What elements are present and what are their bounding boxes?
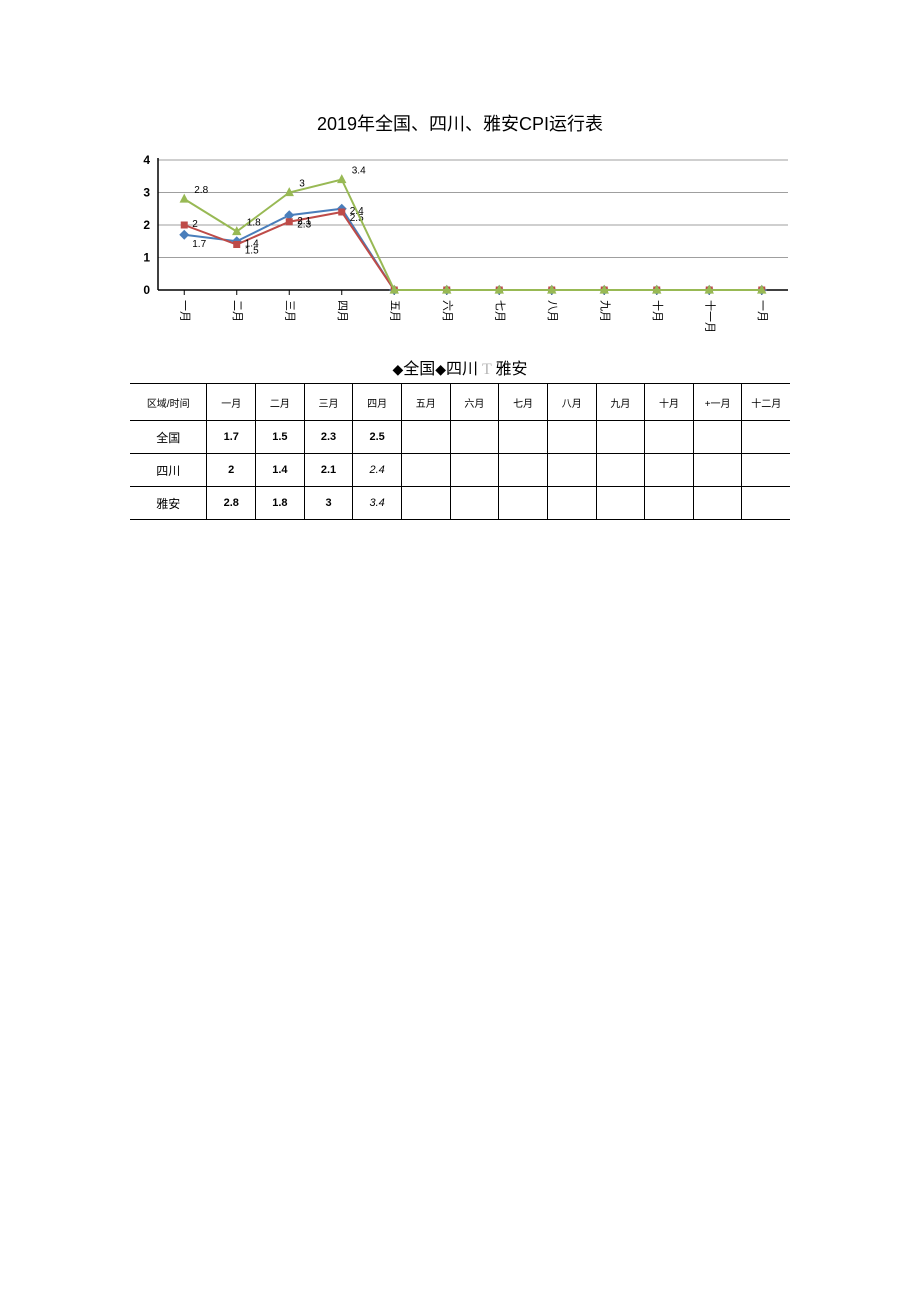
table-cell <box>596 421 645 454</box>
svg-text:1: 1 <box>143 251 150 265</box>
legend-label-1: 全国 <box>403 361 435 378</box>
table-cell <box>742 421 790 454</box>
table-cell <box>645 487 694 520</box>
svg-text:2.1: 2.1 <box>297 216 311 227</box>
svg-text:十月: 十月 <box>651 300 665 322</box>
table-col-header: 八月 <box>547 384 596 421</box>
table-col-header: 十二月 <box>742 384 790 421</box>
cpi-data-table: 区域/时间一月二月三月四月五月六月七月八月九月十月+一月十二月全国1.71.52… <box>130 383 790 520</box>
legend-label-3: 雅安 <box>496 361 528 378</box>
table-cell: 2.5 <box>353 421 402 454</box>
table-col-header: +一月 <box>693 384 742 421</box>
table-row: 雅安2.81.833.4 <box>130 487 790 520</box>
svg-text:二月: 二月 <box>231 300 243 322</box>
svg-text:2: 2 <box>192 219 198 230</box>
svg-text:一月: 一月 <box>179 300 191 322</box>
table-cell <box>401 454 450 487</box>
table-cell <box>450 454 499 487</box>
table-row: 四川21.42.12.4 <box>130 454 790 487</box>
page: 2019年全国、四川、雅安CPI运行表 01234一月二月三月四月五月六月七月八… <box>0 0 920 520</box>
table-cell <box>693 421 742 454</box>
legend-marker-1-icon: ◆ <box>392 363 403 378</box>
table-corner-header: 区域/时间 <box>130 384 207 421</box>
chart-legend: ◆全国◆四川 T 雅安 <box>120 355 800 379</box>
table-header-row: 区域/时间一月二月三月四月五月六月七月八月九月十月+一月十二月 <box>130 384 790 421</box>
table-cell: 2.8 <box>207 487 256 520</box>
chart-svg: 01234一月二月三月四月五月六月七月八月九月十月十一月一月1.71.52.32… <box>130 154 790 344</box>
table-col-header: 一月 <box>207 384 256 421</box>
table-cell: 1.4 <box>256 454 305 487</box>
table-col-header: 二月 <box>256 384 305 421</box>
table-cell: 3 <box>304 487 353 520</box>
svg-text:九月: 九月 <box>599 300 612 322</box>
table-cell <box>499 487 548 520</box>
legend-marker-2-icon: ◆ <box>435 363 446 378</box>
svg-text:3: 3 <box>299 179 305 190</box>
table-col-header: 三月 <box>304 384 353 421</box>
table-cell <box>742 487 790 520</box>
table-cell <box>645 421 694 454</box>
svg-text:3: 3 <box>143 186 150 200</box>
table-row-header: 四川 <box>130 454 207 487</box>
table-cell <box>547 454 596 487</box>
svg-text:五月: 五月 <box>389 300 401 322</box>
table-cell: 2.3 <box>304 421 353 454</box>
svg-text:1.4: 1.4 <box>245 239 259 250</box>
table-cell <box>596 487 645 520</box>
table-cell <box>645 454 694 487</box>
svg-text:一月: 一月 <box>756 300 768 322</box>
page-title: 2019年全国、四川、雅安CPI运行表 <box>120 110 800 136</box>
table-row-header: 全国 <box>130 421 207 454</box>
table-col-header: 四月 <box>353 384 402 421</box>
svg-text:2: 2 <box>143 218 150 232</box>
table-cell: 2 <box>207 454 256 487</box>
legend-label-2: 四川 <box>446 361 478 378</box>
svg-text:六月: 六月 <box>441 300 454 322</box>
table-cell <box>547 487 596 520</box>
table-cell: 3.4 <box>353 487 402 520</box>
table-cell: 2.1 <box>304 454 353 487</box>
table-cell <box>401 421 450 454</box>
svg-text:三月: 三月 <box>284 300 296 322</box>
svg-text:十一月: 十一月 <box>704 300 718 333</box>
table-cell <box>693 487 742 520</box>
table-col-header: 六月 <box>450 384 499 421</box>
table-cell <box>596 454 645 487</box>
table-cell <box>499 421 548 454</box>
table-cell <box>450 421 499 454</box>
table-cell <box>547 421 596 454</box>
table-col-header: 七月 <box>499 384 548 421</box>
svg-text:四月: 四月 <box>336 300 348 322</box>
table-col-header: 十月 <box>645 384 694 421</box>
table-cell <box>401 487 450 520</box>
table-cell: 1.5 <box>256 421 305 454</box>
svg-text:4: 4 <box>143 154 150 167</box>
table-row: 全国1.71.52.32.5 <box>130 421 790 454</box>
table-cell <box>499 454 548 487</box>
table-cell <box>450 487 499 520</box>
table-row-header: 雅安 <box>130 487 207 520</box>
table-cell <box>742 454 790 487</box>
table-col-header: 五月 <box>401 384 450 421</box>
table-col-header: 九月 <box>596 384 645 421</box>
table-cell: 1.8 <box>256 487 305 520</box>
svg-text:1.8: 1.8 <box>247 218 261 229</box>
table-cell <box>693 454 742 487</box>
table-cell: 1.7 <box>207 421 256 454</box>
legend-marker-3-icon: T <box>478 361 495 378</box>
svg-text:八月: 八月 <box>546 300 558 322</box>
svg-text:2.8: 2.8 <box>194 185 208 196</box>
table-cell: 2.4 <box>353 454 402 487</box>
svg-text:3.4: 3.4 <box>352 166 366 177</box>
svg-text:七月: 七月 <box>494 300 507 322</box>
cpi-line-chart: 01234一月二月三月四月五月六月七月八月九月十月十一月一月1.71.52.32… <box>130 154 790 349</box>
svg-text:0: 0 <box>143 283 150 297</box>
svg-text:1.7: 1.7 <box>192 239 206 250</box>
